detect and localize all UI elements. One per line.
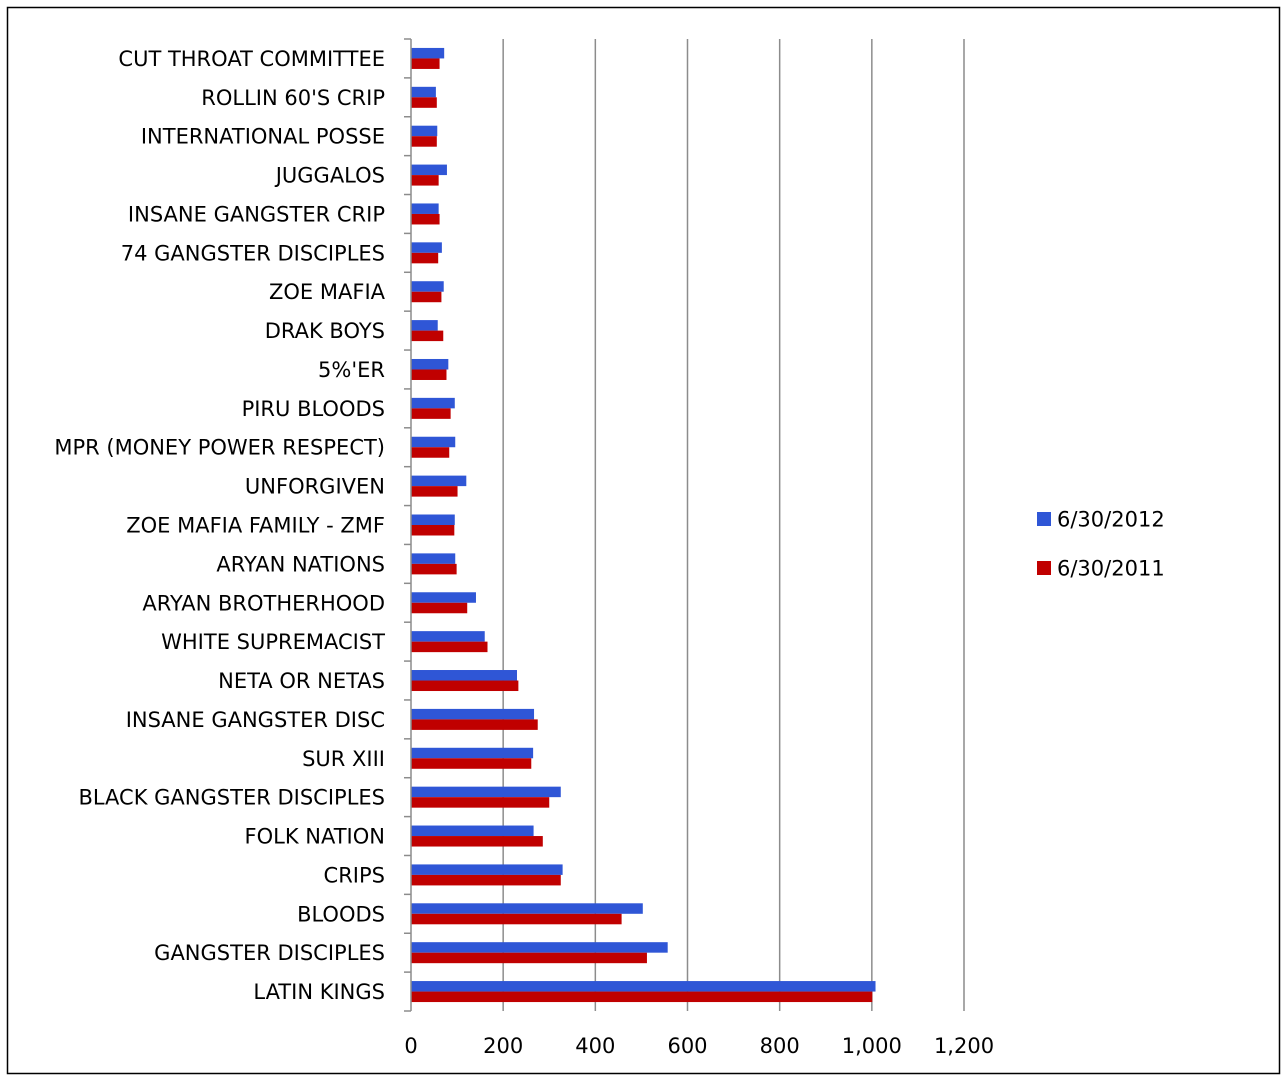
x-tick-label-400: 400 <box>575 1034 615 1058</box>
bar-rollin-60-s-crip-6-30-2011 <box>411 97 437 108</box>
category-label-gangster-disciples: GANGSTER DISCIPLES <box>154 941 385 965</box>
bar-international-posse-6-30-2011 <box>411 136 437 147</box>
bar-aryan-nations-6-30-2012 <box>411 553 456 564</box>
bar-74-gangster-disciples-6-30-2012 <box>411 242 442 253</box>
bar-piru-bloods-6-30-2011 <box>411 408 451 419</box>
bar-drak-boys-6-30-2011 <box>411 330 444 342</box>
bar-international-posse-6-30-2012 <box>411 125 438 137</box>
bar-juggalos-6-30-2012 <box>411 164 447 176</box>
bar-aryan-brotherhood-6-30-2011 <box>411 602 468 614</box>
category-label-bloods: BLOODS <box>297 902 385 926</box>
bar-insane-gangster-disc-6-30-2011 <box>411 719 538 730</box>
bar-zoe-mafia-6-30-2012 <box>411 281 444 292</box>
bar-white-supremacist-6-30-2011 <box>411 641 488 653</box>
bar-insane-gangster-crip-6-30-2011 <box>411 213 440 225</box>
category-label-rollin-60-s-crip: ROLLIN 60'S CRIP <box>201 86 385 110</box>
bar-latin-kings-6-30-2012 <box>411 981 876 992</box>
category-label-5-er: 5%'ER <box>318 358 385 382</box>
bar-mpr-money-power-respect-6-30-2012 <box>411 436 456 448</box>
category-label-mpr-money-power-respect: MPR (MONEY POWER RESPECT) <box>54 436 385 460</box>
bar-folk-nation-6-30-2011 <box>411 836 543 847</box>
category-label-zoe-mafia-family-zmf: ZOE MAFIA FAMILY - ZMF <box>126 514 385 538</box>
bar-juggalos-6-30-2011 <box>411 175 439 186</box>
category-axis <box>404 38 412 1012</box>
bar-unforgiven-6-30-2011 <box>411 486 458 497</box>
category-label-crips: CRIPS <box>324 863 385 887</box>
bar-folk-nation-6-30-2012 <box>411 825 534 837</box>
bar-insane-gangster-crip-6-30-2012 <box>411 203 439 214</box>
bar-5-er-6-30-2012 <box>411 358 449 370</box>
bar-zoe-mafia-family-zmf-6-30-2011 <box>411 525 455 536</box>
category-label-insane-gangster-crip: INSANE GANGSTER CRIP <box>128 202 385 226</box>
category-label-folk-nation: FOLK NATION <box>245 825 385 849</box>
x-tick-label-600: 600 <box>667 1034 707 1058</box>
legend-swatch-6-30-2012 <box>1037 512 1051 526</box>
bar-zoe-mafia-family-zmf-6-30-2012 <box>411 514 455 525</box>
bar-crips-6-30-2012 <box>411 864 563 875</box>
bar-latin-kings-6-30-2011 <box>411 991 873 1003</box>
legend-label-6-30-2011: 6/30/2011 <box>1057 557 1165 581</box>
category-label-aryan-nations: ARYAN NATIONS <box>216 552 385 576</box>
bar-sur-xiii-6-30-2011 <box>411 758 532 769</box>
category-label-neta-or-netas: NETA OR NETAS <box>218 669 385 693</box>
x-tick-label-200: 200 <box>483 1034 523 1058</box>
category-label-sur-xiii: SUR XIII <box>302 747 385 771</box>
bar-neta-or-netas-6-30-2012 <box>411 670 517 681</box>
bar-insane-gangster-disc-6-30-2012 <box>411 708 535 720</box>
bar-aryan-brotherhood-6-30-2012 <box>411 592 476 603</box>
category-label-74-gangster-disciples: 74 GANGSTER DISCIPLES <box>121 241 385 265</box>
category-label-drak-boys: DRAK BOYS <box>265 319 385 343</box>
category-label-juggalos: JUGGALOS <box>274 164 385 188</box>
bar-mpr-money-power-respect-6-30-2011 <box>411 447 450 458</box>
category-label-insane-gangster-disc: INSANE GANGSTER DISC <box>126 708 385 732</box>
bar-rollin-60-s-crip-6-30-2012 <box>411 86 436 98</box>
category-label-aryan-brotherhood: ARYAN BROTHERHOOD <box>142 591 385 615</box>
category-label-black-gangster-disciples: BLACK GANGSTER DISCIPLES <box>78 786 385 810</box>
chart-border <box>6 6 1281 1075</box>
legend-swatch-6-30-2011 <box>1037 561 1051 575</box>
bar-gangster-disciples-6-30-2011 <box>411 952 647 964</box>
bar-black-gangster-disciples-6-30-2012 <box>411 786 561 798</box>
x-tick-label-1000: 1,000 <box>842 1034 902 1058</box>
bar-sur-xiii-6-30-2012 <box>411 747 534 759</box>
category-labels: CUT THROAT COMMITTEE ROLLIN 60'S CRIP INTE… <box>54 47 385 1004</box>
bar-5-er-6-30-2011 <box>411 369 447 380</box>
x-tick-labels: 0 200 400 600 800 1,000 1,200 <box>404 1034 994 1058</box>
bar-crips-6-30-2011 <box>411 874 561 886</box>
x-tick-label-800: 800 <box>760 1034 800 1058</box>
category-label-cut-throat-committee: CUT THROAT COMMITTEE <box>118 47 385 71</box>
bar-cut-throat-committee-6-30-2012 <box>411 47 445 59</box>
category-label-white-supremacist: WHITE SUPREMACIST <box>161 630 385 654</box>
bar-black-gangster-disciples-6-30-2011 <box>411 797 550 808</box>
legend: 6/30/2012 6/30/2011 <box>1037 508 1165 581</box>
bar-aryan-nations-6-30-2011 <box>411 563 457 575</box>
bar-neta-or-netas-6-30-2011 <box>411 680 519 692</box>
bar-bloods-6-30-2011 <box>411 913 622 925</box>
category-label-international-posse: INTERNATIONAL POSSE <box>141 125 385 149</box>
bar-drak-boys-6-30-2012 <box>411 320 438 331</box>
category-label-piru-bloods: PIRU BLOODS <box>242 397 385 421</box>
bar-bloods-6-30-2012 <box>411 903 643 914</box>
legend-label-6-30-2012: 6/30/2012 <box>1057 508 1165 532</box>
bar-white-supremacist-6-30-2012 <box>411 631 485 642</box>
x-tick-label-0: 0 <box>404 1034 417 1058</box>
bar-zoe-mafia-6-30-2011 <box>411 291 442 303</box>
bar-gangster-disciples-6-30-2012 <box>411 942 668 953</box>
bar-74-gangster-disciples-6-30-2011 <box>411 252 439 264</box>
x-tick-label-1200: 1,200 <box>934 1034 994 1058</box>
category-label-unforgiven: UNFORGIVEN <box>245 475 385 499</box>
gridlines <box>502 39 965 1011</box>
bar-piru-bloods-6-30-2012 <box>411 397 455 409</box>
bar-unforgiven-6-30-2012 <box>411 475 467 487</box>
category-label-zoe-mafia: ZOE MAFIA <box>269 280 386 304</box>
bar-cut-throat-committee-6-30-2011 <box>411 58 440 69</box>
category-label-latin-kings: LATIN KINGS <box>253 980 385 1004</box>
bars <box>411 47 876 1003</box>
